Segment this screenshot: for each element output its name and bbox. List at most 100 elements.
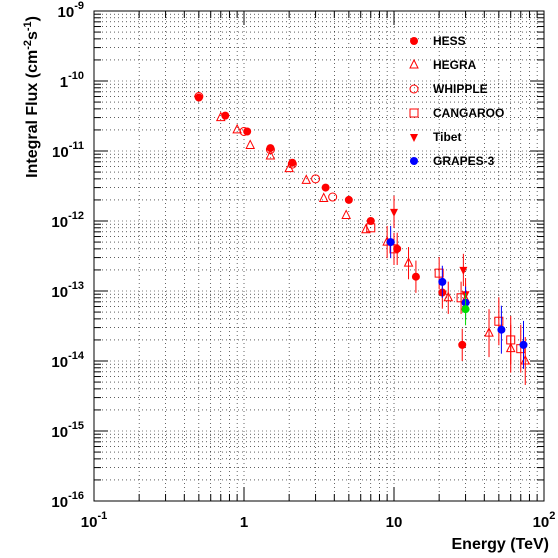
data-point bbox=[232, 123, 242, 134]
data-point bbox=[245, 139, 256, 149]
x-axis-title: Energy (TeV) bbox=[452, 536, 550, 553]
data-point bbox=[301, 174, 312, 184]
series-grapes-3 bbox=[386, 225, 528, 369]
data-point bbox=[389, 244, 399, 254]
y-tick-base: 10 bbox=[52, 144, 69, 161]
legend-marker bbox=[409, 84, 419, 94]
x-tick-label: 10 bbox=[386, 514, 403, 531]
y-tick-label: 10-16 bbox=[51, 490, 84, 511]
y-tick-base: 10 bbox=[51, 214, 68, 231]
series-extra bbox=[461, 293, 470, 326]
axis-ticks bbox=[93, 11, 544, 502]
y-title-mid: s bbox=[24, 31, 41, 40]
y-tick-exp: -14 bbox=[68, 350, 85, 362]
legend-marker bbox=[410, 134, 418, 142]
legend-label: GRAPES-3 bbox=[433, 154, 495, 168]
y-tick-label: 10-11 bbox=[52, 140, 84, 161]
legend-label: HESS bbox=[433, 34, 466, 48]
legend-label: Tibet bbox=[433, 130, 461, 144]
data-point bbox=[287, 159, 297, 169]
y-tick-base: 10 bbox=[51, 354, 68, 371]
y-tick-base: 10 bbox=[51, 494, 68, 511]
data-point bbox=[194, 92, 204, 102]
y-tick-label: 10-9 bbox=[58, 0, 84, 21]
series-whipple bbox=[194, 92, 338, 202]
y-tick-exp: -10 bbox=[68, 70, 84, 82]
series-layer bbox=[194, 92, 531, 385]
tick-labels: 10-1 1 10 10210-91-1010-1110-1210-1310-1410… bbox=[51, 0, 555, 531]
y-tick-base: 1 bbox=[60, 74, 68, 91]
data-point bbox=[459, 266, 468, 275]
data-point bbox=[393, 244, 402, 253]
legend: HESS HEGRA WHIPPLE CANGAROO Tibet GRAPES-3 bbox=[409, 34, 504, 168]
plot-frame bbox=[93, 10, 545, 502]
data-point bbox=[265, 145, 275, 155]
data-point bbox=[434, 268, 444, 278]
y-title-base: Integral Flux (cm bbox=[24, 50, 41, 178]
y-tick-label: 10-13 bbox=[51, 280, 84, 301]
y-tick-base: 10 bbox=[51, 424, 68, 441]
y-tick-base: 10 bbox=[51, 284, 68, 301]
y-tick-label: 1-10 bbox=[60, 70, 84, 91]
data-point bbox=[341, 209, 351, 219]
data-point bbox=[494, 316, 504, 326]
legend-label: WHIPPLE bbox=[433, 82, 488, 96]
data-point bbox=[243, 127, 252, 136]
y-title-end: ) bbox=[24, 16, 41, 21]
data-point bbox=[265, 149, 276, 160]
legend-marker bbox=[410, 37, 418, 45]
data-point bbox=[318, 192, 329, 202]
data-point bbox=[194, 93, 203, 102]
y-tick-exp: -15 bbox=[68, 420, 84, 432]
x-tick-label: 1 bbox=[240, 514, 248, 531]
x-tick-label: 10-1 bbox=[81, 510, 107, 531]
data-point bbox=[506, 335, 516, 345]
legend-marker bbox=[409, 58, 419, 69]
y-tick-exp: -12 bbox=[68, 210, 84, 222]
data-point bbox=[361, 223, 371, 234]
data-point bbox=[366, 217, 375, 225]
data-point bbox=[411, 272, 420, 281]
x-tick-exp: -1 bbox=[97, 510, 107, 522]
y-tick-exp: -9 bbox=[74, 0, 84, 12]
x-tick-base: 10 bbox=[386, 514, 403, 531]
x-tick-base: 10 bbox=[533, 514, 550, 531]
x-tick-label: 102 bbox=[533, 510, 556, 531]
x-tick-exp: 2 bbox=[549, 510, 555, 522]
y-tick-label: 10-14 bbox=[51, 350, 84, 371]
data-point bbox=[239, 126, 249, 136]
data-point bbox=[497, 325, 506, 334]
data-point bbox=[328, 192, 338, 202]
y-tick-label: 10-12 bbox=[51, 210, 84, 231]
grid bbox=[94, 11, 544, 501]
y-tick-base: 10 bbox=[58, 4, 75, 21]
data-point bbox=[311, 174, 321, 184]
y-axis-title: Integral Flux (cm-2s-1) bbox=[22, 16, 41, 178]
x-tick-base: 1 bbox=[240, 514, 248, 531]
y-tick-exp: -13 bbox=[68, 280, 84, 292]
x-tick-base: 10 bbox=[81, 514, 98, 531]
data-point bbox=[386, 238, 395, 247]
data-point bbox=[390, 208, 398, 217]
data-point bbox=[458, 340, 467, 349]
data-point bbox=[344, 195, 353, 204]
data-point bbox=[484, 327, 494, 337]
data-point bbox=[321, 183, 330, 192]
data-point bbox=[215, 111, 226, 122]
y-title-exp2: -1 bbox=[22, 21, 34, 31]
y-tick-label: 10-15 bbox=[51, 420, 84, 441]
data-point bbox=[443, 291, 454, 302]
legend-marker bbox=[410, 157, 418, 165]
y-tick-exp: -11 bbox=[69, 140, 84, 152]
y-tick-exp: -16 bbox=[68, 490, 84, 502]
data-point bbox=[366, 223, 376, 233]
data-point bbox=[461, 305, 470, 314]
data-point bbox=[519, 340, 528, 349]
y-title-exp1: -2 bbox=[22, 40, 34, 50]
data-point bbox=[403, 257, 414, 267]
legend-label: CANGAROO bbox=[433, 106, 504, 120]
legend-label: HEGRA bbox=[433, 58, 477, 72]
legend-marker bbox=[409, 108, 419, 118]
